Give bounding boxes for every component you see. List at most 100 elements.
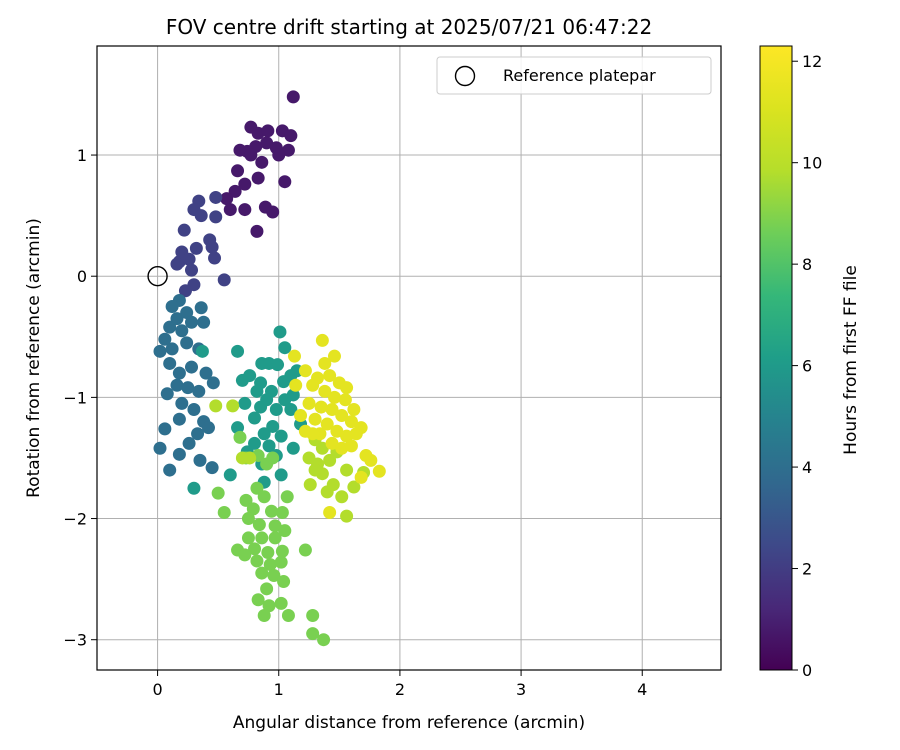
data-point	[160, 387, 174, 401]
data-point	[177, 223, 191, 237]
data-point	[248, 436, 262, 450]
colorbar: 0 2 4 6 8 10 12 Hours from first FF file	[759, 45, 861, 680]
data-point	[274, 468, 288, 482]
data-point	[317, 633, 331, 647]
data-point	[268, 519, 282, 533]
plot-frame	[96, 45, 722, 671]
data-point	[280, 490, 294, 504]
chart-title: FOV centre drift starting at 2025/07/21 …	[166, 15, 652, 39]
data-point	[178, 284, 192, 298]
data-point	[223, 468, 237, 482]
data-point	[306, 627, 320, 641]
data-point	[197, 315, 211, 329]
y-tick-label: 1	[77, 146, 87, 165]
data-point	[181, 381, 195, 395]
data-point	[189, 241, 203, 255]
data-point	[257, 490, 271, 504]
data-point	[205, 240, 219, 254]
y-ticks: −3 −2 −1 0 1	[63, 146, 97, 650]
data-point	[241, 531, 255, 545]
data-point	[182, 436, 196, 450]
colorbar-tick-label: 0	[802, 661, 812, 680]
data-point	[246, 502, 260, 516]
colorbar-tick-label: 12	[802, 52, 822, 71]
data-point	[340, 509, 354, 523]
data-point	[251, 593, 265, 607]
x-tick-label: 1	[274, 680, 284, 699]
data-point	[308, 412, 322, 426]
data-point	[206, 376, 220, 390]
data-point	[323, 453, 337, 467]
data-point	[364, 453, 378, 467]
data-point	[340, 463, 354, 477]
data-point	[303, 478, 317, 492]
reference-point	[147, 266, 168, 287]
data-point	[272, 148, 286, 162]
data-point	[194, 301, 208, 315]
data-point	[250, 554, 264, 568]
data-point	[286, 441, 300, 455]
data-point	[302, 396, 316, 410]
data-point	[165, 300, 179, 314]
data-point	[347, 402, 361, 416]
data-point	[211, 486, 225, 500]
data-point	[335, 490, 349, 504]
data-point	[243, 451, 257, 465]
x-axis-label: Angular distance from reference (arcmin)	[233, 713, 585, 733]
data-point	[266, 419, 280, 433]
data-point	[163, 463, 177, 477]
legend-label: Reference platepar	[503, 66, 656, 85]
data-point	[271, 358, 285, 372]
data-point	[217, 505, 231, 519]
data-point	[349, 427, 363, 441]
data-point	[277, 375, 291, 389]
data-point	[286, 90, 300, 104]
data-point	[165, 342, 179, 356]
data-point	[172, 366, 186, 380]
data-point	[257, 427, 271, 441]
data-point	[233, 430, 247, 444]
data-point	[275, 505, 289, 519]
data-point	[217, 273, 231, 287]
data-point	[306, 608, 320, 622]
data-point	[294, 409, 308, 423]
data-point	[338, 393, 352, 407]
data-point	[274, 429, 288, 443]
y-tick-label: −2	[63, 510, 87, 529]
data-point	[274, 555, 288, 569]
data-point	[250, 384, 264, 398]
data-point	[153, 441, 167, 455]
data-point	[158, 332, 172, 346]
data-point	[318, 356, 332, 370]
data-point	[347, 480, 361, 494]
data-point	[250, 481, 264, 495]
data-point	[268, 531, 282, 545]
data-point	[275, 544, 289, 558]
data-point	[220, 192, 234, 206]
data-point	[251, 171, 265, 185]
data-point	[327, 390, 341, 404]
data-point	[180, 336, 194, 350]
data-point	[254, 400, 268, 414]
data-point	[172, 447, 186, 461]
colorbar-gradient	[759, 45, 793, 671]
data-point	[306, 378, 320, 392]
data-point	[261, 124, 275, 138]
y-tick-label: −1	[63, 388, 87, 407]
data-point	[250, 224, 264, 238]
data-point	[262, 439, 276, 453]
data-point	[228, 184, 242, 198]
data-point	[175, 324, 189, 338]
data-point	[278, 175, 292, 189]
data-point	[327, 349, 341, 363]
data-point	[238, 203, 252, 217]
data-point	[263, 558, 277, 572]
data-point	[298, 543, 312, 557]
data-point	[314, 400, 328, 414]
colorbar-label: Hours from first FF file	[841, 265, 861, 455]
data-point	[185, 360, 199, 374]
data-point	[260, 582, 274, 596]
colorbar-ticks: 0 2 4 6 8 10 12	[792, 52, 822, 680]
data-point	[372, 464, 386, 478]
colorbar-tick-label: 2	[802, 560, 812, 579]
